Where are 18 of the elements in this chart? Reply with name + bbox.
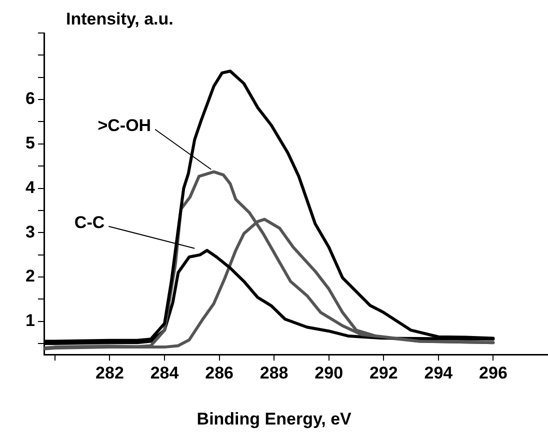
annotation: C-C xyxy=(74,213,105,232)
x-tick-label: 286 xyxy=(205,363,234,382)
y-tick-label: 1 xyxy=(26,311,35,330)
y-tick-label: 3 xyxy=(26,222,35,242)
x-tick-label: 282 xyxy=(96,363,124,382)
y-tick-label: 6 xyxy=(26,89,35,108)
x-tick-label: 296 xyxy=(479,363,508,382)
x-tick-label: 292 xyxy=(369,363,398,382)
x-tick-label: 294 xyxy=(424,363,454,382)
x-tick-label: 288 xyxy=(260,363,288,382)
x-tick-label: 284 xyxy=(150,363,180,382)
y-tick-label: 4 xyxy=(26,178,36,197)
y-axis-title: Intensity, a.u. xyxy=(66,10,174,29)
y-tick-label: 2 xyxy=(26,266,35,286)
annotation: >C-OH xyxy=(98,116,152,136)
x-tick-label: 290 xyxy=(314,363,344,382)
y-tick-label: 5 xyxy=(26,134,35,153)
x-axis-title: Binding Energy, eV xyxy=(196,410,352,429)
